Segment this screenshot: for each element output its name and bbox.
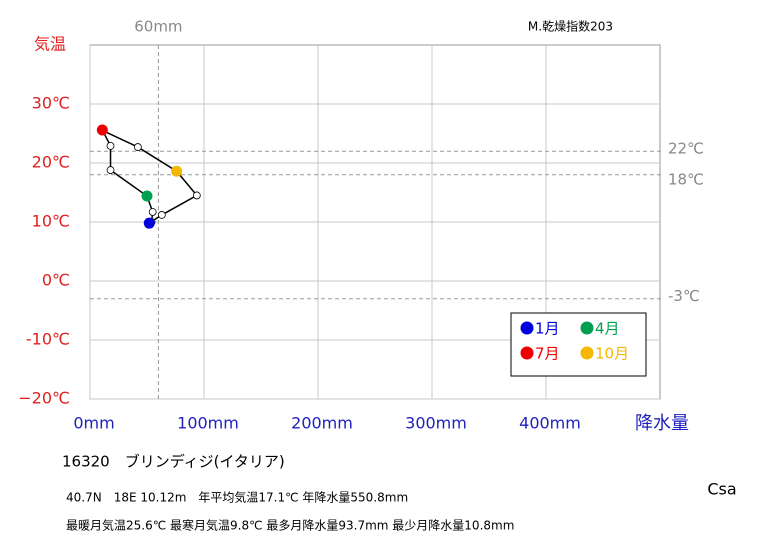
x-tick-label: 400mm (519, 414, 581, 433)
legend-marker (520, 346, 534, 360)
y-tick-label: 30℃ (32, 94, 70, 113)
y-tick-label: −20℃ (18, 389, 70, 408)
reference-label: -3℃ (668, 287, 700, 305)
legend-label: 7月 (535, 345, 560, 363)
climate-class: Csa (707, 480, 736, 499)
month-point-highlight (96, 124, 108, 136)
climate-loop (101, 129, 198, 224)
info-line: 40.7N 18E 10.12m 年平均気温17.1℃ 年降水量550.8mm (66, 490, 408, 505)
dryness-index: M.乾燥指数203 (528, 19, 613, 34)
reference-label: 60mm (134, 18, 182, 36)
x-tick-label: 300mm (405, 414, 467, 433)
x-axis-label: 降水量 (635, 413, 689, 434)
legend-box (510, 312, 647, 377)
y-tick-label: 20℃ (32, 153, 70, 172)
legend-label: 10月 (595, 345, 629, 363)
month-point-highlight (141, 190, 153, 202)
month-point (106, 141, 115, 150)
month-point (148, 208, 157, 216)
month-point (133, 143, 142, 151)
x-tick-label: 100mm (177, 414, 239, 433)
station-title: 16320 ブリンディジ(イタリア) (62, 453, 285, 471)
legend-marker (580, 346, 594, 360)
legend-label: 4月 (595, 320, 620, 338)
legend-marker (520, 321, 534, 335)
month-point-highlight (143, 217, 155, 229)
y-tick-label: 10℃ (32, 212, 70, 231)
month-point (106, 166, 115, 174)
info-line: 最暖月気温25.6℃ 最寒月気温9.8℃ 最多月降水量93.7mm 最少月降水量… (66, 518, 514, 533)
reference-label: 22℃ (668, 140, 704, 158)
y-tick-label: 0℃ (42, 271, 70, 290)
x-tick-label: 200mm (291, 414, 353, 433)
y-axis-label: 気温 (34, 35, 66, 54)
month-point-highlight (171, 165, 183, 177)
y-tick-label: -10℃ (26, 330, 70, 349)
month-point (192, 191, 201, 200)
x-tick-label: 0mm (73, 414, 114, 433)
reference-label: 18℃ (668, 170, 704, 188)
month-point (157, 211, 166, 219)
legend-label: 1月 (535, 320, 560, 338)
legend-marker (580, 321, 594, 335)
